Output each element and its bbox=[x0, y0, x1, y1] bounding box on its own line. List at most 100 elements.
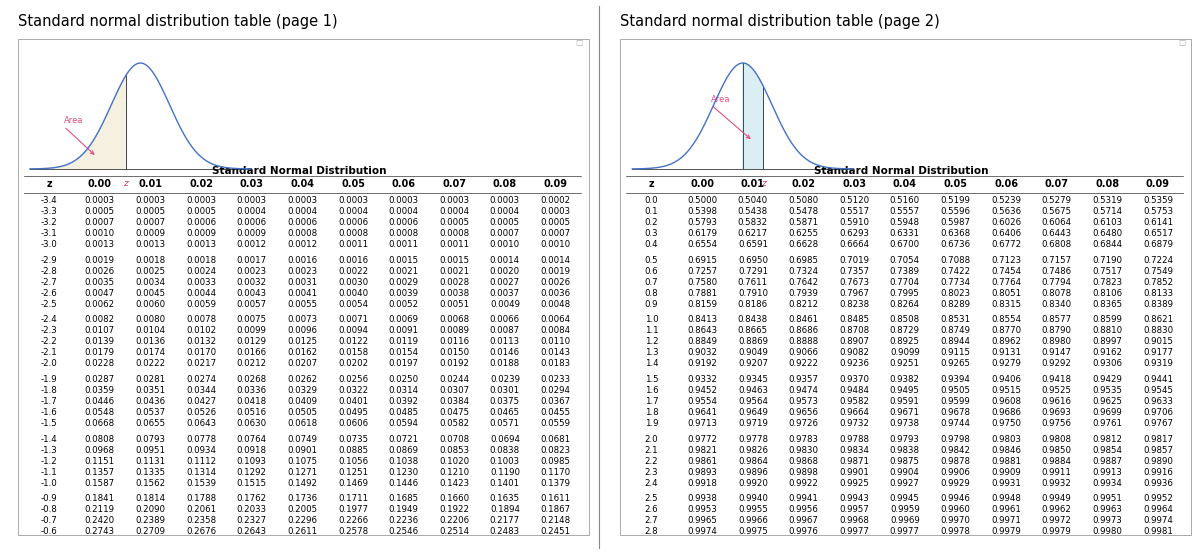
Text: 0.9535: 0.9535 bbox=[1092, 386, 1122, 395]
Text: 0.5871: 0.5871 bbox=[788, 218, 818, 227]
Text: 0.9871: 0.9871 bbox=[839, 456, 869, 466]
Text: 0.0537: 0.0537 bbox=[136, 408, 166, 417]
Text: 0.1292: 0.1292 bbox=[236, 468, 266, 476]
Text: 0.9599: 0.9599 bbox=[941, 397, 971, 406]
Text: 0.0778: 0.0778 bbox=[186, 434, 216, 444]
Text: 0.9875: 0.9875 bbox=[889, 456, 919, 466]
Text: 0.0057: 0.0057 bbox=[236, 300, 266, 309]
Text: 0.0823: 0.0823 bbox=[540, 445, 571, 455]
Text: 0.2148: 0.2148 bbox=[540, 516, 571, 525]
Text: 2.1: 2.1 bbox=[644, 445, 659, 455]
Text: 0.0019: 0.0019 bbox=[540, 266, 570, 276]
Text: 0.1814: 0.1814 bbox=[136, 494, 166, 503]
Text: z: z bbox=[124, 179, 128, 188]
Text: 0.1: 0.1 bbox=[644, 207, 659, 216]
Text: 0.9868: 0.9868 bbox=[788, 456, 818, 466]
Text: 0.9881: 0.9881 bbox=[991, 456, 1021, 466]
Text: 0.0015: 0.0015 bbox=[389, 255, 419, 265]
Text: -2.7: -2.7 bbox=[41, 278, 58, 287]
Text: 0.9966: 0.9966 bbox=[738, 516, 768, 525]
Text: 0.0040: 0.0040 bbox=[338, 289, 368, 298]
Text: 0.0485: 0.0485 bbox=[389, 408, 419, 417]
Text: 0.9946: 0.9946 bbox=[941, 494, 971, 503]
Text: -1.0: -1.0 bbox=[41, 479, 58, 488]
Text: 0.1762: 0.1762 bbox=[236, 494, 266, 503]
Text: 0.0262: 0.0262 bbox=[287, 375, 318, 384]
Text: 0.0005: 0.0005 bbox=[136, 207, 166, 216]
Text: 0.0344: 0.0344 bbox=[186, 386, 216, 395]
Text: 0.0009: 0.0009 bbox=[236, 229, 266, 238]
Text: -0.9: -0.9 bbox=[41, 494, 58, 503]
Text: □: □ bbox=[1178, 38, 1186, 47]
Text: 0.8531: 0.8531 bbox=[941, 315, 971, 324]
Text: 0.03: 0.03 bbox=[240, 179, 264, 189]
Text: 0.5199: 0.5199 bbox=[941, 196, 971, 205]
Text: 0.9925: 0.9925 bbox=[839, 479, 869, 488]
Text: 0.7642: 0.7642 bbox=[788, 278, 818, 287]
Text: 0.0436: 0.0436 bbox=[136, 397, 166, 406]
Text: 0.9177: 0.9177 bbox=[1142, 348, 1172, 357]
Text: 0.7486: 0.7486 bbox=[1042, 266, 1072, 276]
Text: 0.9370: 0.9370 bbox=[839, 375, 869, 384]
Text: 0.0329: 0.0329 bbox=[287, 386, 317, 395]
Bar bbox=[18, 39, 589, 535]
Text: 0.0005: 0.0005 bbox=[85, 207, 115, 216]
Polygon shape bbox=[743, 63, 763, 169]
Text: 0.0869: 0.0869 bbox=[389, 445, 419, 455]
Text: 0.9922: 0.9922 bbox=[788, 479, 818, 488]
Text: 0.8238: 0.8238 bbox=[839, 300, 869, 309]
Text: 0.9319: 0.9319 bbox=[1144, 360, 1172, 368]
Text: Standard Normal Distribution: Standard Normal Distribution bbox=[211, 166, 386, 176]
Text: 0.9066: 0.9066 bbox=[788, 348, 818, 357]
Text: 0.7324: 0.7324 bbox=[788, 266, 818, 276]
Text: 0.9980: 0.9980 bbox=[1092, 527, 1122, 536]
Text: 0.0: 0.0 bbox=[644, 196, 659, 205]
Text: 0.8508: 0.8508 bbox=[889, 315, 920, 324]
Text: 0.9975: 0.9975 bbox=[738, 527, 768, 536]
Text: 0.0985: 0.0985 bbox=[540, 456, 570, 466]
Text: 0.6103: 0.6103 bbox=[1092, 218, 1122, 227]
Text: -2.5: -2.5 bbox=[41, 300, 58, 309]
Text: 0.0087: 0.0087 bbox=[490, 326, 520, 335]
Text: 0.9957: 0.9957 bbox=[839, 505, 869, 514]
Text: 0.6700: 0.6700 bbox=[889, 240, 920, 249]
Text: 0.2451: 0.2451 bbox=[540, 527, 571, 536]
Text: 0.9738: 0.9738 bbox=[889, 419, 919, 428]
Text: 2.8: 2.8 bbox=[644, 527, 659, 536]
Text: 0.9706: 0.9706 bbox=[1142, 408, 1172, 417]
Text: 0.1379: 0.1379 bbox=[540, 479, 570, 488]
Text: 0.8289: 0.8289 bbox=[941, 300, 971, 309]
Text: 0.0016: 0.0016 bbox=[338, 255, 368, 265]
Text: 0.7734: 0.7734 bbox=[941, 278, 971, 287]
Text: 0.0721: 0.0721 bbox=[389, 434, 419, 444]
Text: 0.0031: 0.0031 bbox=[287, 278, 318, 287]
Text: 0.0049: 0.0049 bbox=[490, 300, 520, 309]
Text: 0.9949: 0.9949 bbox=[1042, 494, 1072, 503]
Text: 0.1685: 0.1685 bbox=[389, 494, 419, 503]
Text: 0.0475: 0.0475 bbox=[439, 408, 469, 417]
Text: 0.0808: 0.0808 bbox=[85, 434, 115, 444]
Text: 0.8554: 0.8554 bbox=[991, 315, 1021, 324]
Text: 0.1922: 0.1922 bbox=[439, 505, 469, 514]
Text: 0.5279: 0.5279 bbox=[1042, 196, 1072, 205]
Text: 0.1003: 0.1003 bbox=[490, 456, 520, 466]
Text: 0.0170: 0.0170 bbox=[186, 348, 216, 357]
Text: -2.1: -2.1 bbox=[41, 348, 58, 357]
Text: -0.6: -0.6 bbox=[41, 527, 58, 536]
Text: 0.07: 0.07 bbox=[443, 179, 467, 189]
Text: 0.9418: 0.9418 bbox=[1042, 375, 1072, 384]
Text: 0.5753: 0.5753 bbox=[1142, 207, 1174, 216]
Text: 0.0853: 0.0853 bbox=[439, 445, 469, 455]
Text: 0.5910: 0.5910 bbox=[839, 218, 869, 227]
Text: 2.6: 2.6 bbox=[644, 505, 659, 514]
Text: 0.0044: 0.0044 bbox=[186, 289, 216, 298]
Text: 0.2420: 0.2420 bbox=[85, 516, 115, 525]
Text: 0.0007: 0.0007 bbox=[136, 218, 166, 227]
Text: 0.2358: 0.2358 bbox=[186, 516, 216, 525]
Text: 0.5675: 0.5675 bbox=[1042, 207, 1072, 216]
Text: 0.0162: 0.0162 bbox=[287, 348, 318, 357]
Text: 0.1660: 0.1660 bbox=[439, 494, 469, 503]
Text: 0.9971: 0.9971 bbox=[991, 516, 1021, 525]
Text: 0.6517: 0.6517 bbox=[1142, 229, 1174, 238]
Text: 0.0002: 0.0002 bbox=[540, 196, 571, 205]
